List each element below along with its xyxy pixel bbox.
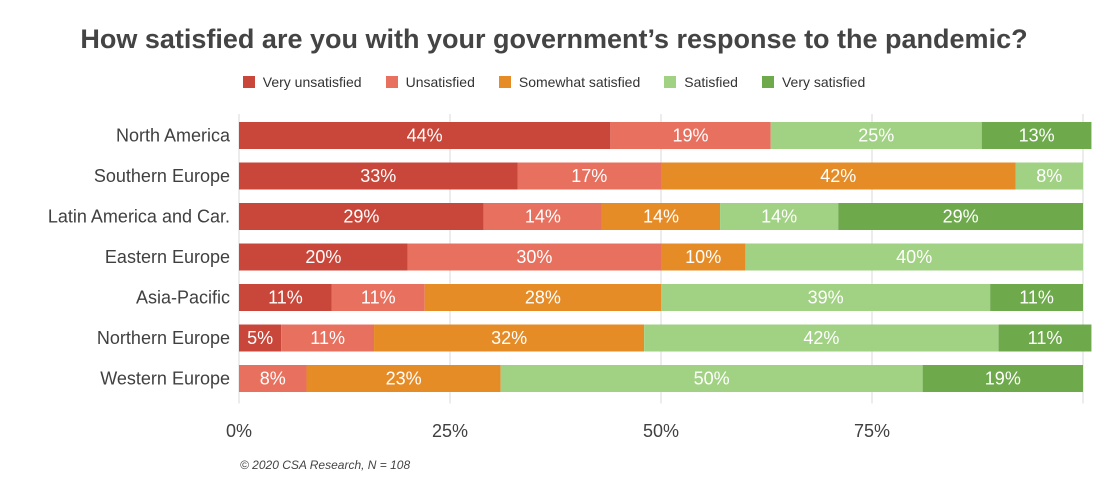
legend-item-very-unsatisfied: Very unsatisfied — [242, 74, 362, 90]
data-label-western-europe-very-satisfied: 19% — [985, 369, 1021, 389]
legend-swatch-satisfied — [664, 76, 677, 88]
data-label-northern-europe-very-satisfied: 11% — [1028, 328, 1063, 348]
footnote: © 2020 CSA Research, N = 108 — [240, 458, 411, 472]
data-label-southern-europe-satisfied: 8% — [1036, 166, 1062, 186]
data-label-latin-america-and-car-unsatisfied: 14% — [525, 207, 561, 227]
bar-latin-america-and-car-somewhat-satisfied — [601, 203, 721, 230]
bar-northern-europe-very-unsatisfied — [239, 324, 282, 352]
bar-eastern-europe-satisfied — [745, 243, 1083, 271]
bar-northern-europe-somewhat-satisfied — [374, 324, 645, 352]
data-label-northern-europe-satisfied: 42% — [803, 328, 839, 348]
bar-southern-europe-satisfied — [1015, 162, 1083, 190]
legend-item-unsatisfied: Unsatisfied — [385, 74, 475, 90]
data-label-western-europe-unsatisfied: 8% — [260, 369, 286, 389]
data-label-northern-europe-unsatisfied: 11% — [310, 328, 345, 348]
legend-label-very-unsatisfied: Very unsatisfied — [262, 74, 362, 90]
x-tick-label-75: 75% — [854, 421, 890, 441]
data-label-latin-america-and-car-very-unsatisfied: 29% — [343, 207, 379, 227]
bar-western-europe-satisfied — [500, 365, 923, 392]
data-label-northern-europe-somewhat-satisfied: 32% — [491, 328, 527, 348]
data-label-asia-pacific-very-satisfied: 11% — [1019, 288, 1054, 308]
bar-western-europe-somewhat-satisfied — [306, 365, 501, 392]
bar-northern-europe-very-satisfied — [998, 324, 1092, 352]
x-tick-label-25: 25% — [432, 421, 468, 441]
data-label-latin-america-and-car-somewhat-satisfied: 14% — [643, 207, 679, 227]
data-label-north-america-very-unsatisfied: 44% — [407, 126, 443, 146]
bar-southern-europe-very-unsatisfied — [239, 162, 518, 190]
data-label-north-america-unsatisfied: 19% — [673, 126, 709, 146]
bar-asia-pacific-very-unsatisfied — [239, 284, 332, 311]
bar-north-america-very-unsatisfied — [239, 122, 611, 149]
bar-eastern-europe-unsatisfied — [407, 243, 661, 271]
bar-eastern-europe-very-unsatisfied — [239, 243, 408, 271]
bar-western-europe-very-satisfied — [922, 365, 1083, 392]
bar-latin-america-and-car-unsatisfied — [483, 203, 602, 230]
bar-asia-pacific-satisfied — [661, 284, 991, 311]
category-label-asia-pacific: Asia-Pacific — [136, 288, 230, 308]
data-label-southern-europe-somewhat-satisfied: 42% — [820, 166, 856, 186]
category-label-northern-europe: Northern Europe — [97, 328, 230, 348]
bar-southern-europe-somewhat-satisfied — [661, 162, 1016, 190]
bar-western-europe-unsatisfied — [239, 365, 307, 392]
legend-label-satisfied: Satisfied — [684, 74, 738, 90]
data-label-north-america-satisfied: 25% — [858, 126, 894, 146]
bar-north-america-satisfied — [770, 122, 982, 149]
bar-latin-america-and-car-very-unsatisfied — [239, 203, 484, 230]
category-label-latin-america-and-car: Latin America and Car. — [48, 207, 230, 227]
category-label-eastern-europe: Eastern Europe — [105, 247, 230, 267]
stacked-bar-chart: North America 44% 19% 25% 13% Southern Europe… — [48, 114, 1092, 441]
legend-swatch-somewhat-satisfied — [498, 76, 511, 88]
data-label-eastern-europe-unsatisfied: 30% — [516, 247, 552, 267]
legend-item-very-satisfied: Very satisfied — [761, 74, 866, 90]
bar-northern-europe-unsatisfied — [281, 324, 375, 352]
data-label-asia-pacific-unsatisfied: 11% — [361, 288, 396, 308]
data-label-northern-europe-very-unsatisfied: 5% — [247, 328, 273, 348]
data-label-latin-america-and-car-very-satisfied: 29% — [943, 207, 979, 227]
category-label-north-america: North America — [116, 126, 231, 146]
data-label-asia-pacific-very-unsatisfied: 11% — [268, 288, 303, 308]
bar-asia-pacific-very-satisfied — [990, 284, 1083, 311]
data-label-asia-pacific-somewhat-satisfied: 28% — [525, 288, 561, 308]
data-label-eastern-europe-satisfied: 40% — [896, 247, 932, 267]
legend-item-somewhat-satisfied: Somewhat satisfied — [498, 74, 641, 90]
bar-north-america-very-satisfied — [981, 122, 1092, 149]
data-label-eastern-europe-very-unsatisfied: 20% — [305, 247, 341, 267]
data-label-asia-pacific-satisfied: 39% — [808, 288, 844, 308]
bar-north-america-unsatisfied — [610, 122, 771, 149]
legend-label-unsatisfied: Unsatisfied — [405, 74, 475, 90]
data-label-eastern-europe-somewhat-satisfied: 10% — [685, 247, 721, 267]
bar-latin-america-and-car-very-satisfied — [838, 203, 1083, 230]
legend-swatch-very-satisfied — [761, 76, 774, 88]
legend-label-very-satisfied: Very satisfied — [781, 74, 866, 90]
category-label-western-europe: Western Europe — [100, 369, 230, 389]
bar-asia-pacific-unsatisfied — [331, 284, 425, 311]
x-tick-label-50: 50% — [643, 421, 679, 441]
x-tick-label-0: 0% — [226, 421, 252, 441]
data-label-western-europe-satisfied: 50% — [694, 369, 730, 389]
legend-label-somewhat-satisfied: Somewhat satisfied — [518, 74, 641, 90]
bar-latin-america-and-car-satisfied — [720, 203, 839, 230]
category-label-southern-europe: Southern Europe — [94, 166, 230, 186]
bar-southern-europe-unsatisfied — [517, 162, 661, 190]
data-label-latin-america-and-car-satisfied: 14% — [761, 207, 797, 227]
data-label-western-europe-somewhat-satisfied: 23% — [386, 369, 422, 389]
legend-swatch-very-unsatisfied — [242, 76, 255, 88]
bar-northern-europe-satisfied — [644, 324, 999, 352]
data-label-southern-europe-very-unsatisfied: 33% — [360, 166, 396, 186]
legend-item-satisfied: Satisfied — [664, 74, 738, 90]
data-label-southern-europe-unsatisfied: 17% — [571, 166, 607, 186]
legend-swatch-unsatisfied — [385, 76, 398, 88]
chart-title: How satisfied are you with your governme… — [80, 24, 1028, 54]
data-label-north-america-very-satisfied: 13% — [1019, 126, 1055, 146]
chart-legend: Very unsatisfied Unsatisfied Somewhat sa… — [0, 74, 1108, 90]
bar-asia-pacific-somewhat-satisfied — [424, 284, 661, 311]
bar-eastern-europe-somewhat-satisfied — [661, 243, 746, 271]
